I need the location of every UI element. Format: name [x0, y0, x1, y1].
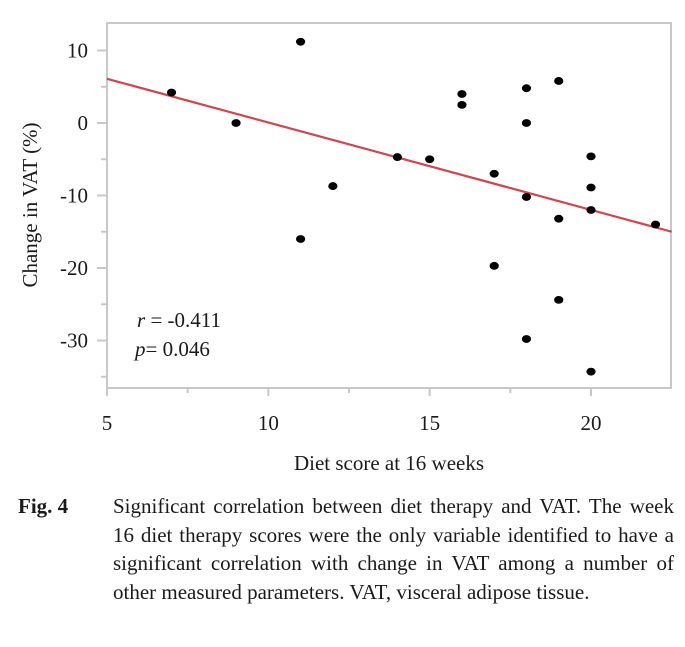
r-value: = -0.411: [145, 308, 221, 332]
data-point: [521, 193, 532, 201]
plot-frame: [106, 22, 672, 389]
data-point: [650, 220, 661, 229]
r-symbol: r: [137, 308, 146, 332]
axis-ticks: [97, 49, 592, 396]
regression-line: [106, 77, 672, 233]
r-value-annotation: r = -0.411: [137, 308, 221, 332]
x-tick-label: 15: [419, 411, 440, 435]
p-value-annotation: p= 0.046: [133, 337, 210, 361]
data-point: [554, 214, 564, 223]
y-tick-label: 0: [78, 111, 89, 135]
regression-line-layer: [106, 77, 672, 233]
data-point: [586, 183, 596, 192]
data-point: [521, 119, 532, 127]
scatter-chart: 5 10 15 20 10 0 -10 -20 -30 Diet score at 16 wee…: [18, 22, 672, 475]
data-point: [586, 152, 596, 161]
data-point: [586, 206, 596, 214]
x-tick-label: 10: [258, 411, 279, 435]
data-point: [554, 296, 564, 304]
figure-label: Fig. 4: [18, 494, 69, 518]
y-tick-label: -10: [60, 184, 88, 208]
data-point: [457, 100, 467, 109]
data-point: [489, 169, 499, 178]
data-point: [231, 119, 241, 127]
data-point: [554, 77, 564, 85]
data-point: [586, 367, 596, 376]
data-points: [166, 37, 661, 376]
y-axis-title: Change in VAT (%): [18, 122, 42, 287]
p-symbol: p: [133, 337, 146, 361]
data-point: [521, 84, 532, 93]
data-point: [392, 153, 402, 161]
x-axis-title: Diet score at 16 weeks: [294, 451, 484, 475]
data-point: [328, 182, 338, 190]
axis-tick-labels: 5 10 15 20 10 0 -10 -20 -30: [60, 39, 602, 436]
data-point: [166, 88, 177, 97]
figure-caption-text: Significant correlation between diet the…: [113, 494, 674, 604]
x-tick-label: 20: [581, 411, 602, 435]
y-tick-label: -30: [60, 329, 88, 353]
data-point: [296, 37, 306, 46]
p-value: = 0.046: [146, 337, 210, 361]
plot-border: [106, 22, 672, 389]
data-point: [521, 335, 532, 343]
x-tick-label: 5: [102, 411, 113, 435]
data-point: [425, 155, 435, 164]
y-tick-label: -20: [60, 256, 88, 280]
data-point: [296, 235, 306, 243]
data-point: [457, 90, 467, 98]
y-tick-label: 10: [67, 39, 88, 63]
data-point: [489, 261, 499, 270]
